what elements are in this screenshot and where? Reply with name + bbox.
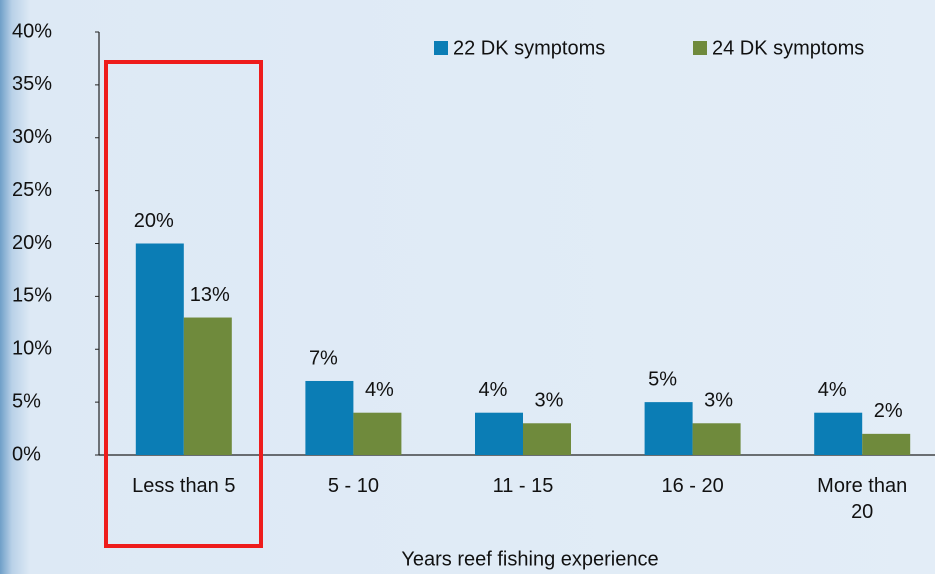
y-tick-label: 30% [12,126,52,148]
x-tick-label: 5 - 10 [327,475,379,497]
legend-label: 24 DK symptoms [712,37,864,59]
value-label: 4% [365,379,394,401]
bar [644,402,693,455]
y-tick-label: 15% [12,285,52,307]
value-label: 5% [648,368,677,390]
value-label: 3% [535,390,564,412]
y-tick-label: 5% [12,390,41,412]
x-tick-label: More than 20 [817,475,908,523]
y-tick-label: 10% [12,338,52,360]
bar [862,433,911,455]
legend-label: 22 DK symptoms [453,37,605,59]
legend-swatch [434,41,448,55]
bar [183,317,232,455]
y-tick-label: 0% [12,443,41,465]
y-tick-label: 20% [12,232,52,254]
value-label: 4% [479,379,508,401]
bar [475,412,523,455]
value-label: 4% [818,379,847,401]
y-tick-label: 25% [12,179,52,201]
y-tick-label: 35% [12,73,52,95]
bar [135,243,184,455]
bar [353,412,402,455]
y-tick-label: 40% [12,20,52,42]
x-tick-label: Less than 5 [132,475,236,497]
bar [814,412,863,455]
value-label: 3% [704,390,733,412]
bar [692,423,741,455]
bar [305,380,354,455]
value-label: 7% [309,347,338,369]
value-label: 13% [190,284,230,306]
highlight-box [104,60,263,548]
legend-swatch [693,41,707,55]
value-label: 20% [134,210,174,232]
x-tick-label: 11 - 15 [492,475,554,497]
value-label: 2% [874,400,903,422]
x-axis-title: Years reef fishing experience [401,548,658,570]
bar [523,423,571,455]
x-tick-label: 16 - 20 [661,475,724,497]
